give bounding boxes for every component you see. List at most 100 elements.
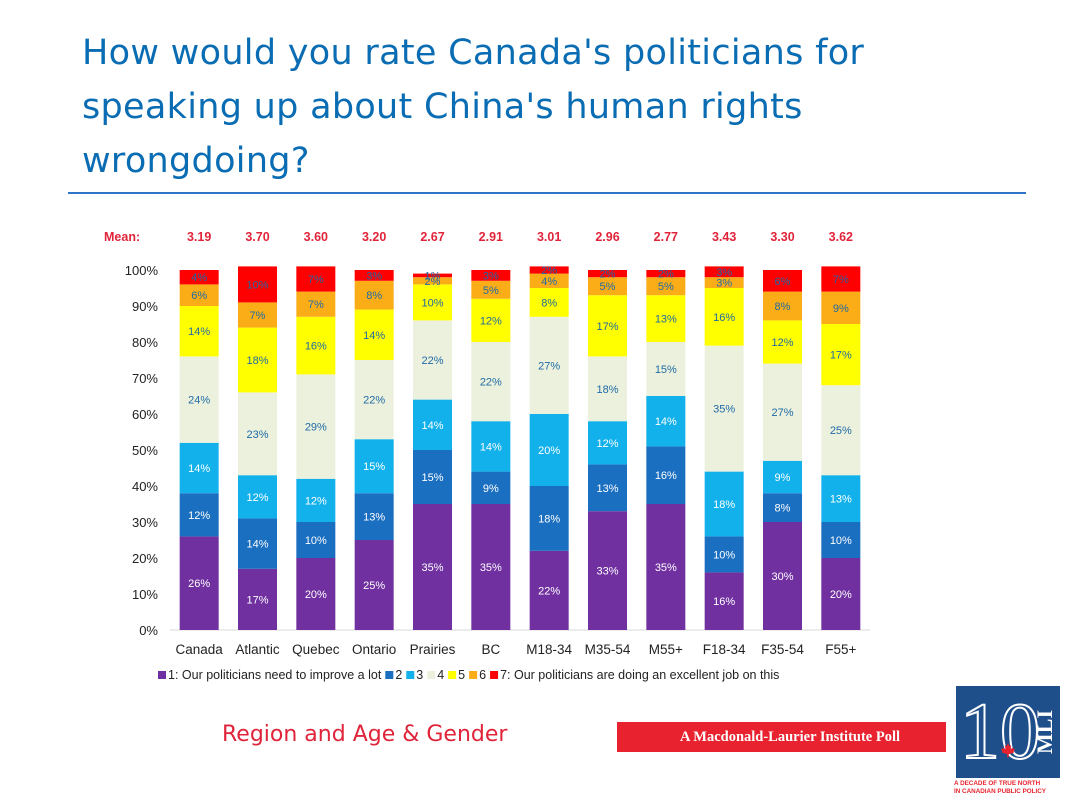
x-tick-label: M55+ bbox=[649, 642, 683, 657]
data-label: 17% bbox=[596, 321, 618, 333]
data-label: 13% bbox=[655, 314, 677, 326]
mean-value: 2.96 bbox=[595, 230, 619, 244]
data-label: 2% bbox=[600, 269, 616, 281]
logo-tagline-line-1: A DECADE OF TRUE NORTH bbox=[954, 780, 1041, 787]
bar-segment bbox=[238, 568, 277, 630]
x-tick-label: Prairies bbox=[410, 642, 456, 657]
y-tick-label: 90% bbox=[132, 299, 158, 314]
data-label: 12% bbox=[188, 510, 210, 522]
bar-segment bbox=[354, 270, 394, 281]
bar-segment bbox=[296, 558, 336, 630]
x-tick-label: BC bbox=[481, 642, 500, 657]
bar-segment bbox=[588, 464, 627, 512]
data-label: 6% bbox=[775, 276, 791, 288]
data-label: 18% bbox=[246, 355, 268, 367]
legend-label: 1: Our politicians need to improve a lot bbox=[168, 668, 382, 682]
data-label: 7% bbox=[833, 274, 849, 286]
data-label: 14% bbox=[480, 441, 502, 453]
page-title: How would you rate Canada's politicians … bbox=[82, 33, 865, 181]
data-label: 33% bbox=[596, 566, 618, 578]
legend-swatch bbox=[490, 671, 499, 679]
data-label: 8% bbox=[541, 297, 557, 309]
y-tick-label: 30% bbox=[132, 515, 158, 530]
legend-label: 4 bbox=[437, 668, 444, 682]
bar-segment bbox=[413, 399, 452, 450]
data-label: 3% bbox=[483, 270, 499, 282]
data-label: 8% bbox=[366, 290, 382, 302]
bar-segment bbox=[821, 558, 861, 630]
bar-segment bbox=[588, 511, 627, 630]
data-label: 5% bbox=[658, 281, 674, 293]
bar-segment bbox=[238, 266, 277, 303]
bar-segment bbox=[238, 518, 277, 569]
data-label: 10% bbox=[713, 549, 735, 561]
bar-segment bbox=[646, 396, 686, 447]
data-label: 23% bbox=[246, 429, 268, 441]
y-tick-label: 100% bbox=[125, 263, 159, 278]
bar-segment bbox=[529, 414, 569, 486]
data-label: 10% bbox=[305, 535, 327, 547]
data-label: 10% bbox=[246, 279, 268, 291]
legend-label: 2 bbox=[395, 668, 402, 682]
y-tick-label: 50% bbox=[132, 443, 158, 458]
bar-segment bbox=[763, 291, 802, 321]
y-tick-label: 70% bbox=[132, 371, 158, 386]
data-label: 18% bbox=[596, 384, 618, 396]
legend-swatch bbox=[448, 671, 457, 679]
data-label: 29% bbox=[305, 422, 327, 434]
bar-segment bbox=[471, 298, 511, 342]
logo-background bbox=[956, 686, 1060, 778]
mli-logo: 10 MLI A DECADE OF TRUE NORTH IN CANADIA… bbox=[952, 686, 1064, 804]
logo-tagline: A DECADE OF TRUE NORTH IN CANADIAN PUBLI… bbox=[954, 780, 1064, 796]
bar-segment bbox=[821, 291, 861, 324]
bar-segment bbox=[704, 471, 744, 537]
bar-segment bbox=[704, 288, 744, 346]
data-label: 18% bbox=[713, 499, 735, 511]
data-label: 22% bbox=[421, 355, 443, 367]
data-label: 27% bbox=[538, 360, 560, 372]
bar-segment bbox=[646, 295, 686, 342]
data-label: 22% bbox=[480, 377, 502, 389]
legend-label: 3 bbox=[416, 668, 423, 682]
bar-segment bbox=[821, 324, 861, 386]
data-label: 2% bbox=[425, 276, 441, 288]
data-label: 17% bbox=[246, 594, 268, 606]
x-tick-label: M35-54 bbox=[585, 642, 631, 657]
bar-segment bbox=[471, 471, 511, 504]
data-label: 12% bbox=[771, 337, 793, 349]
logo-tagline-line-2: IN CANADIAN PUBLIC POLICY bbox=[954, 788, 1047, 795]
x-tick-label: F35-54 bbox=[761, 642, 804, 657]
data-label: 15% bbox=[363, 461, 385, 473]
bar-segment bbox=[588, 356, 627, 422]
x-tick-label: F55+ bbox=[825, 642, 856, 657]
bar-segment bbox=[296, 478, 336, 522]
bar-segment bbox=[179, 284, 219, 306]
data-label: 14% bbox=[188, 326, 210, 338]
bar-segment bbox=[413, 273, 452, 278]
bar-segment bbox=[529, 486, 569, 551]
section-subtitle: Region and Age & Gender bbox=[222, 722, 508, 747]
y-tick-label: 10% bbox=[132, 587, 158, 602]
bar-segment bbox=[588, 295, 627, 357]
data-label: 13% bbox=[363, 512, 385, 524]
bar-segment bbox=[354, 493, 394, 540]
bar-segment bbox=[588, 421, 627, 465]
bar-segment bbox=[179, 356, 219, 443]
bar-segment bbox=[763, 460, 802, 494]
bar-segment bbox=[763, 522, 802, 630]
data-label: 20% bbox=[538, 445, 560, 457]
data-label: 15% bbox=[421, 472, 443, 484]
bar-segment bbox=[821, 385, 861, 476]
data-label: 8% bbox=[775, 301, 791, 313]
legend-swatch bbox=[385, 671, 394, 679]
bar-segment bbox=[529, 273, 569, 288]
bar-segment bbox=[238, 475, 277, 519]
bar-segment bbox=[821, 522, 861, 558]
bar-segment bbox=[471, 421, 511, 472]
data-label: 5% bbox=[600, 281, 616, 293]
bar-segment bbox=[471, 342, 511, 422]
mean-value: 3.19 bbox=[187, 230, 211, 244]
legend-label: 5 bbox=[458, 668, 465, 682]
poll-banner bbox=[617, 722, 946, 752]
bar-segment bbox=[354, 280, 394, 310]
